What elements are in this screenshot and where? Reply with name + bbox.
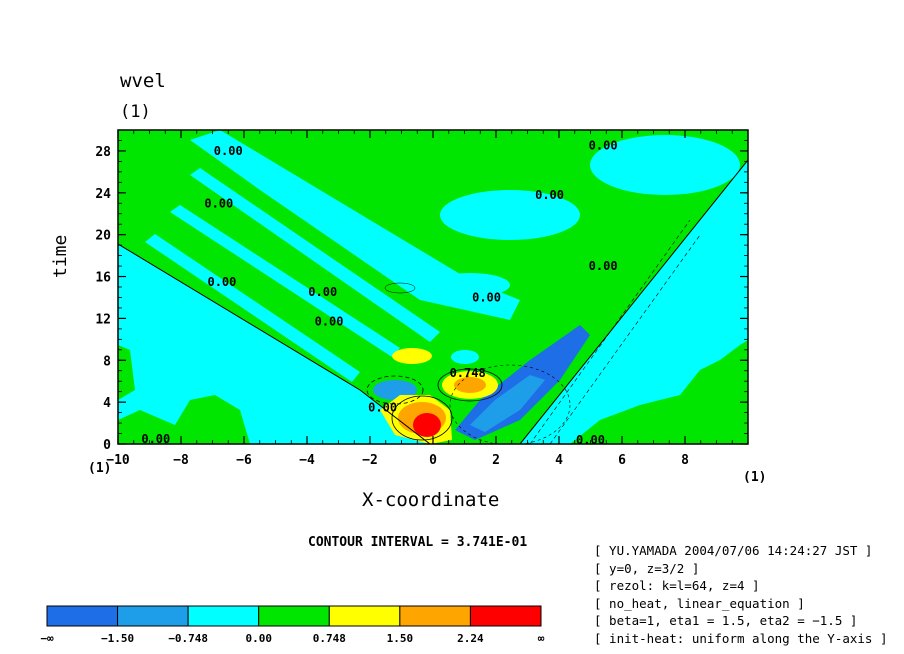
x-tick-label: 8 (681, 453, 689, 468)
x-tick-label: −4 (299, 453, 315, 468)
cyan-blob-upper (440, 190, 580, 240)
yellow-lobe-upper (392, 348, 432, 364)
contour-label: 0.748 (450, 366, 486, 380)
y-tick-label: 8 (103, 354, 111, 369)
info-line: [ beta=1, eta1 = 1.5, eta2 = −1.5 ] (594, 613, 858, 628)
cyan-lobe-upper (451, 350, 479, 364)
contour-label: 0.00 (589, 139, 618, 153)
info-line: [ no_heat, linear_equation ] (594, 595, 805, 611)
x-tick-label: 4 (555, 453, 563, 468)
colorbar-swatch (469, 605, 542, 627)
x-axis-label: X-coordinate (362, 489, 500, 511)
colorbar-swatch (399, 605, 471, 627)
green-patch-bottom-left (118, 345, 135, 400)
colorbar-swatch (187, 605, 260, 627)
contour-label: 0.00 (472, 290, 501, 304)
info-line: [ YU.YAMADA 2004/07/06 14:24:27 JST ] (594, 543, 873, 558)
blue-lobe-core (470, 375, 545, 432)
x-tick-label: −6 (236, 453, 252, 468)
y-axis-label: time (50, 234, 71, 278)
y-tick-label: 4 (103, 396, 111, 411)
y-tick-label: 28 (95, 145, 111, 160)
green-patch-bottom-left-2 (118, 395, 250, 444)
chart-title-units: (1) (120, 102, 151, 122)
contour-label: 0.00 (141, 432, 170, 446)
colorbar-label: 0.748 (313, 632, 346, 645)
contour-label: 0.00 (308, 285, 337, 299)
y-tick-label: 12 (95, 312, 111, 327)
x-tick-label: 0 (429, 453, 437, 468)
contour-label: 0.00 (589, 259, 618, 273)
info-block: [ YU.YAMADA 2004/07/06 14:24:27 JST ] [ … (594, 542, 888, 647)
colorbar-label: −∞ (40, 632, 54, 645)
colorbar-swatch (117, 605, 189, 627)
colorbar-swatch (258, 605, 330, 627)
contour-label: 0.00 (214, 144, 243, 158)
contour-label: 0.00 (535, 188, 564, 202)
y-tick-label: 16 (95, 271, 111, 286)
red-lobe-core (413, 413, 441, 437)
colorbar-label: −0.748 (168, 632, 208, 645)
cyan-blob-mid (430, 273, 510, 297)
cyan-band-1 (190, 168, 440, 342)
colorbar-label: −1.50 (101, 632, 134, 645)
chart-title: wvel (120, 70, 166, 92)
green-patch-bottom-right (570, 340, 748, 444)
contour-label: 0.00 (204, 196, 233, 210)
colorbar-label: 2.24 (457, 632, 484, 645)
x-tick-label: −8 (173, 453, 189, 468)
colorbar-swatch (46, 605, 119, 627)
x-units-label: (1) (743, 470, 767, 485)
x-tick-label: 6 (618, 453, 626, 468)
info-line: [ y=0, z=3/2 ] (594, 560, 700, 576)
y-tick-label: 0 (103, 438, 111, 453)
contour-label: 0.00 (576, 433, 605, 447)
info-line: [ init-heat: uniform along the Y-axis ] (594, 630, 888, 646)
cyan-blob-right (590, 135, 740, 195)
x-tick-label: 2 (492, 453, 500, 468)
y-tick-label: 20 (95, 229, 111, 244)
y-units-label: (1) (88, 461, 112, 476)
colorbar-label: 0.00 (245, 632, 272, 645)
contour-label: 0.00 (368, 400, 397, 414)
colorbar-label: 1.50 (387, 632, 414, 645)
info-line: [ rezol: k=l=64, z=4 ] (594, 578, 760, 593)
contour-fill (118, 130, 748, 444)
cyan-band-3 (145, 234, 360, 382)
colorbar-label: ∞ (538, 632, 545, 645)
contour-label: 0.00 (315, 315, 344, 329)
x-tick-label: −2 (362, 453, 378, 468)
cyan-band-4 (190, 130, 520, 320)
x-tick-label: −10 (106, 453, 130, 468)
colorbar-swatch (328, 605, 401, 627)
colorbar: −∞ −1.50 −0.748 0.00 0.748 1.50 2.24 ∞ (40, 605, 545, 645)
contour-interval: CONTOUR INTERVAL = 3.741E-01 (308, 535, 528, 550)
contour-lines (118, 159, 748, 444)
contour-label: 0.00 (207, 275, 236, 289)
y-tick-label: 24 (95, 187, 111, 202)
cyan-band-2 (170, 205, 400, 357)
contour-labels: 0.00 0.00 0.00 0.00 0.00 0.00 0.00 0.00 0.00 0.00… (141, 139, 617, 447)
